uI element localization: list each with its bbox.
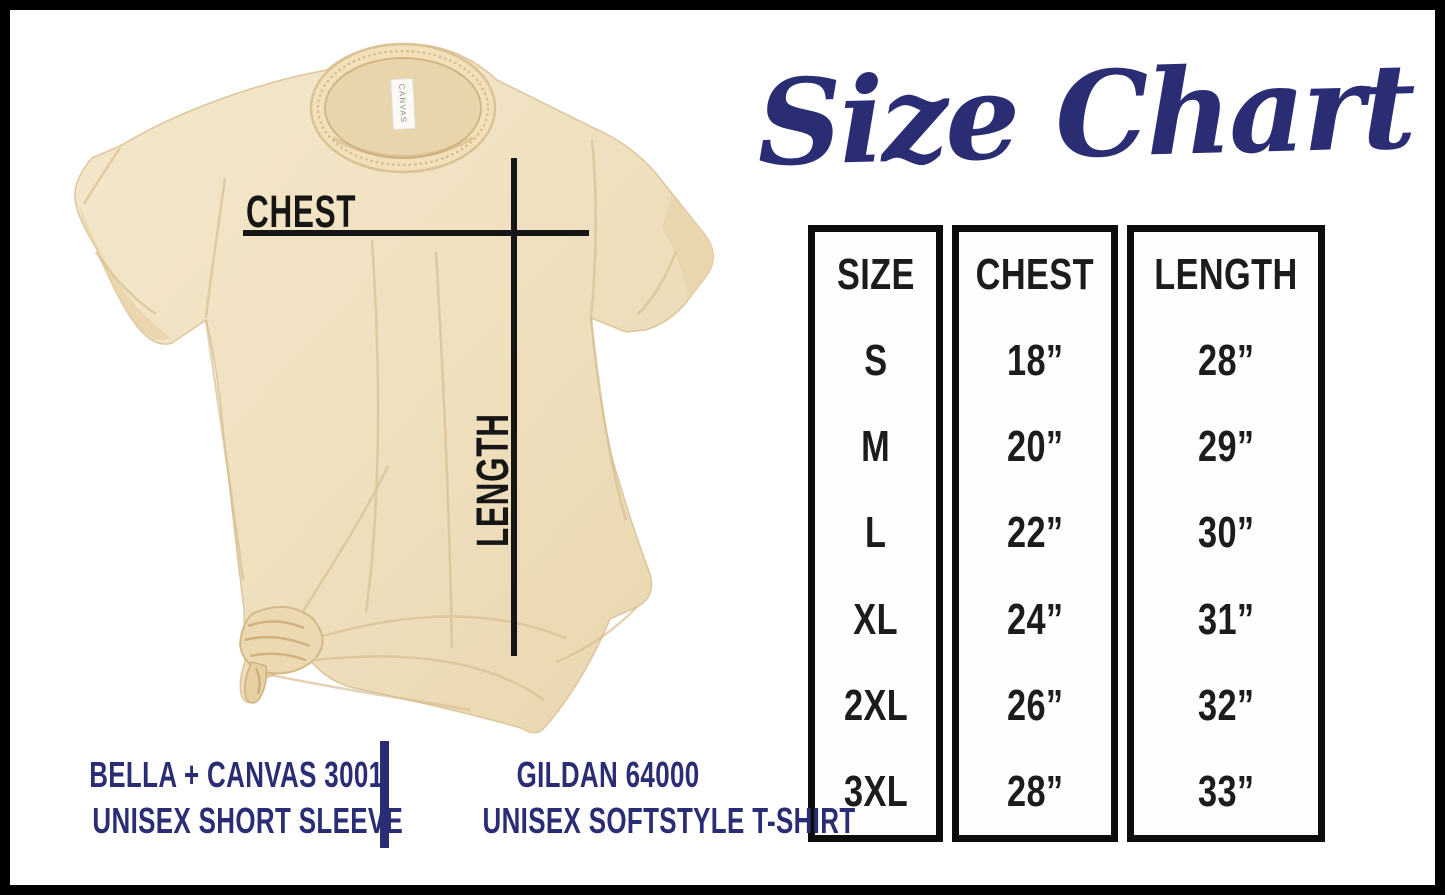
footer-brand-line: UNISEX SOFTSTYLE T-SHIRT xyxy=(482,800,856,841)
footer-brand-bella-canvas: BELLA + CANVAS 3001 UNISEX SHORT SLEEVE xyxy=(32,752,404,844)
column-header-chest: CHEST xyxy=(976,250,1095,300)
tag-brand-text: CANVAS xyxy=(397,84,408,124)
length-value: 31” xyxy=(1197,594,1255,644)
chest-value: 22” xyxy=(1007,508,1064,558)
footer-brand-line: BELLA + CANVAS 3001 xyxy=(89,754,384,795)
column-header-length: LENGTH xyxy=(1154,250,1298,300)
chest-measure-line xyxy=(243,230,589,236)
size-value: L xyxy=(865,508,887,558)
footer-brand-gildan: GILDAN 64000 UNISEX SOFTSTYLE T-SHIRT xyxy=(410,752,856,844)
size-value: 2XL xyxy=(843,680,908,730)
length-value: 30” xyxy=(1197,508,1255,558)
fabric-folds xyxy=(82,139,678,712)
column-header-size: SIZE xyxy=(836,250,915,300)
chest-value: 24” xyxy=(1007,594,1064,644)
chest-label: CHEST xyxy=(246,188,356,238)
size-value: XL xyxy=(853,594,899,644)
size-value: S xyxy=(864,336,888,386)
size-table-column-chest: CHEST 18” 20” 22” 24” 26” 28” xyxy=(952,225,1119,842)
page-title: Size Chart xyxy=(755,36,1415,193)
length-value: 28” xyxy=(1197,336,1255,386)
length-value: 32” xyxy=(1197,680,1255,730)
tshirt-photo: CANVAS CHEST LENGTH xyxy=(74,42,714,734)
size-table-column-length: LENGTH 28” 29” 30” 31” 32” 33” xyxy=(1127,225,1325,842)
footer-brand-line: GILDAN 64000 xyxy=(516,754,700,795)
length-measure-line xyxy=(511,158,517,656)
chest-value: 20” xyxy=(1007,422,1064,472)
length-label: LENGTH xyxy=(469,413,519,547)
measurement-overlay: CHEST LENGTH xyxy=(243,158,589,656)
chest-value: 28” xyxy=(1007,766,1064,816)
size-value: 3XL xyxy=(843,766,908,816)
right-sleeve-cuff xyxy=(662,194,714,300)
length-value: 33” xyxy=(1197,766,1255,816)
neck-tag: CANVAS xyxy=(390,78,416,130)
chest-value: 26” xyxy=(1007,680,1064,730)
footer-divider-bar xyxy=(380,741,389,848)
size-table-column-size: SIZE S M L XL 2XL 3XL xyxy=(808,225,944,842)
hem-knot xyxy=(238,605,324,704)
chest-value: 18” xyxy=(1007,336,1064,386)
size-table: SIZE S M L XL 2XL 3XL CHEST 18” 20” 22” xyxy=(808,225,1325,842)
size-value: M xyxy=(861,422,891,472)
length-value: 29” xyxy=(1197,422,1255,472)
footer-brand-line: UNISEX SHORT SLEEVE xyxy=(92,800,404,841)
tshirt-body: CANVAS xyxy=(74,42,714,734)
